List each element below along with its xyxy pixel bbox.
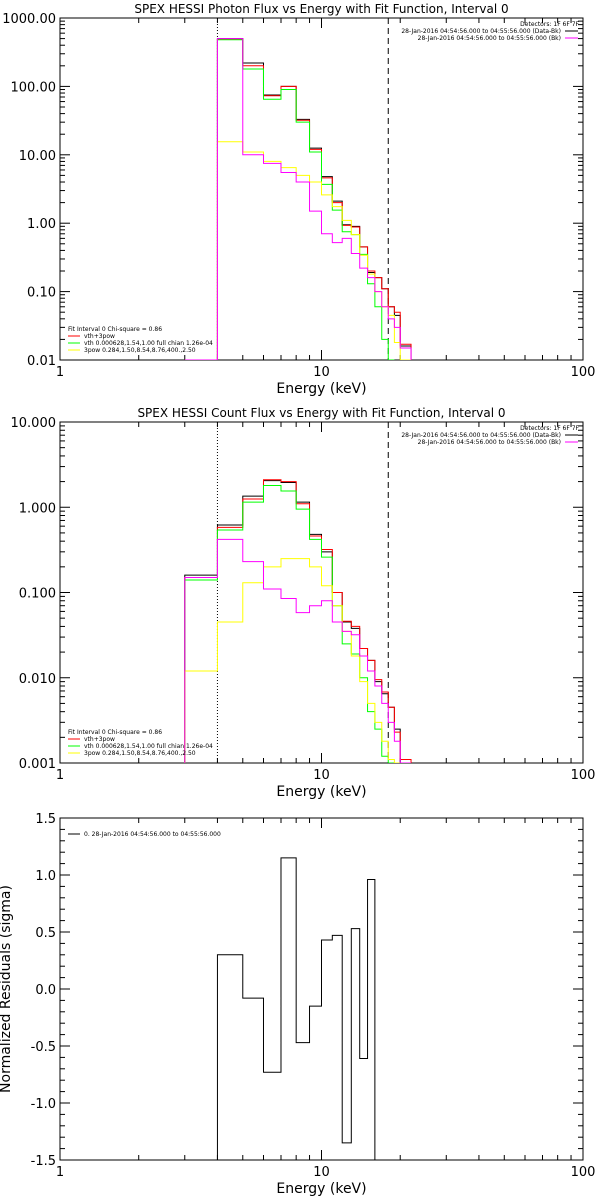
series-2-line	[184, 479, 412, 763]
x-tick-label: 100	[571, 768, 596, 783]
y-tick-label: 1.00	[27, 217, 56, 232]
x-tick-label: 100	[571, 365, 596, 380]
chart-title: SPEX HESSI Count Flux vs Energy with Fit…	[137, 406, 505, 420]
chart-3: 1 10 100 -1.5 -1.0 -0.5 0.0 0.5 1.0 1.5 Energy (ke…	[0, 812, 595, 1197]
x-axis-label: Energy (keV)	[276, 381, 366, 397]
y-tick-label: 100.00	[11, 80, 57, 95]
chart-title: SPEX HESSI Photon Flux vs Energy with Fi…	[134, 2, 508, 16]
y-tick-label: 0.10	[27, 286, 56, 301]
y-tick-label: 0.5	[35, 926, 56, 941]
legend-entry-text: 28-Jan-2016 04:54:56.000 to 04:55:56.000…	[418, 35, 561, 42]
series-4-line	[184, 141, 412, 360]
x-tick-label: 1	[56, 365, 64, 380]
x-tick-label: 10	[313, 1165, 330, 1180]
y-tick-label: 1.0	[35, 869, 56, 884]
y-tick-label: 1000.00	[2, 12, 56, 27]
y-tick-label: 0.0	[35, 983, 56, 998]
x-axis-label: Energy (keV)	[276, 1181, 366, 1197]
y-tick-label: 10.000	[11, 416, 57, 431]
series-5-line	[184, 38, 412, 360]
y-tick-label: 0.010	[19, 672, 56, 687]
legend-entry-text: Fit Interval 0 Chi-square = 0.86	[68, 729, 162, 736]
series-1-line	[216, 857, 382, 1160]
legend-entry-text: vth+3pow	[84, 333, 115, 340]
y-tick-label: 10.00	[19, 149, 56, 164]
x-tick-label: 100	[571, 1165, 596, 1180]
legend-entry-text: Detectors: 1F 6F 7F	[520, 21, 579, 28]
x-axis-label: Energy (keV)	[276, 784, 366, 800]
chart-2: SPEX HESSI Count Flux vs Energy with Fit…	[11, 406, 596, 800]
legend-entry-text: Detectors: 1F 6F 7F	[520, 425, 579, 432]
series-5-line	[184, 538, 412, 763]
x-tick-label: 10	[313, 365, 330, 380]
y-tick-label: 1.5	[35, 812, 56, 827]
y-tick-label: -1.5	[31, 1154, 56, 1169]
x-tick-label: 10	[313, 768, 330, 783]
series-1-line	[184, 38, 412, 360]
x-tick-label: 1	[56, 768, 64, 783]
series-3-line	[184, 484, 395, 763]
legend-entry-text: 3pow 0.284,1.50,8.54,8.76,400.,2.50	[84, 750, 196, 757]
legend-entry-text: 28-Jan-2016 04:54:56.000 to 04:55:56.000…	[401, 28, 561, 35]
series-2-line	[184, 38, 412, 360]
y-tick-label: -0.5	[31, 1040, 56, 1055]
legend-entry-text: vth+3pow	[84, 736, 115, 743]
y-tick-label: 1.000	[19, 501, 56, 516]
legend-entry-text: 28-Jan-2016 04:54:56.000 to 04:55:56.000…	[401, 432, 561, 439]
x-tick-label: 1	[56, 1165, 64, 1180]
series-3-line	[184, 39, 395, 360]
y-tick-label: 0.01	[27, 354, 56, 369]
legend-entry-text: 0. 28-Jan-2016 04:54:56.000 to 04:55:56.…	[84, 831, 221, 838]
chart-1: SPEX HESSI Photon Flux vs Energy with Fi…	[2, 2, 595, 397]
legend-entry-text: vth 0.000628,1.54,1.00 full chian 1.26e-…	[84, 340, 213, 347]
legend-entry-text: Fit Interval 0 Chi-square = 0.86	[68, 326, 162, 333]
series-4-line	[184, 558, 401, 763]
y-tick-label: -1.0	[31, 1097, 56, 1112]
legend-entry-text: 28-Jan-2016 04:54:56.000 to 04:55:56.000…	[418, 439, 561, 446]
legend-entry-text: vth 0.000628,1.54,1.00 full chian 1.26e-…	[84, 743, 213, 750]
legend-entry-text: 3pow 0.284,1.50,8.54,8.76,400.,2.50	[84, 347, 196, 354]
plot-frame	[59, 421, 584, 764]
y-tick-label: 0.100	[19, 587, 56, 602]
y-tick-label: 0.001	[19, 757, 56, 772]
y-axis-label: Normalized Residuals (sigma)	[0, 885, 14, 1093]
